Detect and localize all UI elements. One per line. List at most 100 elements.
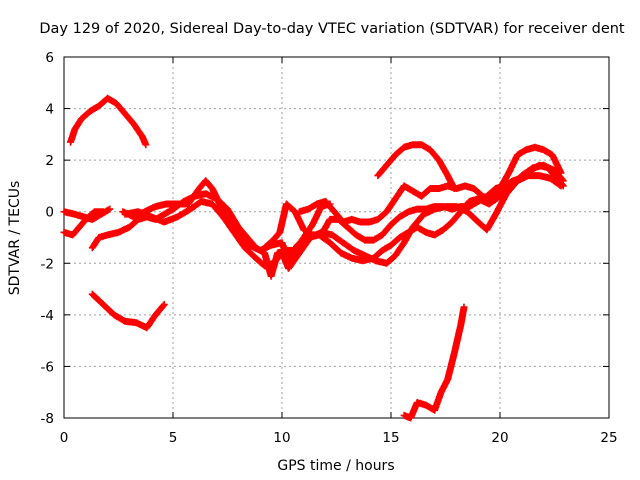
data-point	[481, 195, 484, 198]
data-point	[520, 177, 523, 180]
chart-title: Day 129 of 2020, Sidereal Day-to-day VTE…	[39, 21, 625, 37]
data-point	[145, 326, 148, 329]
data-point	[424, 207, 428, 211]
data-point	[132, 215, 135, 219]
data-point	[407, 210, 410, 213]
data-point	[363, 254, 366, 257]
data-point	[409, 416, 412, 420]
data-point	[219, 205, 223, 208]
data-point	[93, 210, 96, 213]
data-series	[60, 94, 567, 422]
data-point	[424, 231, 428, 234]
data-point	[78, 226, 81, 229]
data-point	[136, 218, 140, 221]
data-point	[466, 210, 469, 213]
data-point	[112, 313, 116, 317]
data-point	[115, 102, 118, 105]
series-arc-11	[400, 303, 468, 422]
data-point	[341, 241, 345, 244]
data-point	[498, 195, 502, 198]
series-arc-10	[374, 141, 458, 192]
data-point	[462, 305, 466, 309]
data-point	[298, 210, 301, 213]
data-point	[439, 391, 443, 394]
data-point	[350, 218, 353, 221]
data-point	[254, 256, 257, 260]
data-point	[221, 215, 225, 219]
series-markers	[60, 205, 114, 223]
data-point	[80, 117, 83, 121]
data-point	[237, 226, 240, 229]
data-point	[324, 200, 327, 203]
data-point	[150, 215, 153, 219]
data-point	[154, 313, 157, 317]
y-axis-label: SDTVAR / TECUs	[7, 181, 23, 296]
data-point	[73, 128, 77, 131]
data-point	[259, 249, 262, 252]
data-point	[269, 275, 273, 278]
data-point	[376, 218, 380, 221]
data-point	[433, 233, 436, 237]
data-point	[263, 246, 266, 249]
data-point	[422, 213, 425, 216]
data-point	[311, 223, 314, 226]
data-point	[468, 205, 471, 208]
data-point	[315, 202, 319, 206]
data-point	[533, 146, 537, 149]
x-tick-label: 15	[382, 430, 399, 446]
data-point	[562, 184, 565, 188]
data-point	[285, 202, 288, 206]
data-point	[82, 215, 85, 219]
data-point	[341, 220, 345, 224]
data-point	[141, 135, 144, 139]
data-point	[398, 215, 401, 219]
data-point	[333, 210, 336, 213]
data-point	[511, 179, 515, 182]
data-point	[548, 177, 552, 180]
data-point	[555, 177, 558, 180]
data-point	[416, 207, 419, 211]
data-point	[97, 104, 101, 108]
data-point	[272, 262, 275, 265]
y-tick-label: 0	[45, 205, 54, 221]
series-arc-4	[60, 205, 114, 223]
data-point	[538, 164, 541, 167]
data-point	[328, 218, 332, 221]
data-point	[411, 189, 414, 193]
data-point	[187, 202, 190, 206]
data-point	[176, 202, 179, 206]
data-point	[97, 236, 101, 239]
data-point	[232, 231, 236, 234]
data-point	[416, 401, 419, 404]
data-point	[302, 228, 305, 231]
series-markers	[67, 94, 150, 149]
data-point	[477, 200, 480, 203]
data-point	[385, 210, 388, 213]
x-tick-labels: 0 5 10 15 20 25	[60, 430, 618, 446]
data-point	[394, 254, 397, 257]
data-point	[108, 207, 112, 211]
series-arc-8	[261, 161, 567, 252]
x-tick-label: 25	[600, 430, 617, 446]
data-point	[307, 207, 310, 211]
data-point	[154, 205, 157, 208]
data-point	[204, 179, 207, 182]
data-point	[263, 251, 266, 255]
data-point	[372, 238, 375, 242]
data-point	[494, 213, 497, 216]
data-point	[144, 143, 147, 146]
data-point	[546, 166, 550, 170]
data-point	[245, 236, 249, 239]
data-point	[385, 164, 388, 167]
data-point	[73, 213, 77, 216]
data-point	[280, 251, 284, 255]
y-tick-label: -4	[41, 308, 54, 324]
data-point	[296, 244, 299, 247]
data-point	[529, 169, 532, 172]
data-point	[106, 97, 109, 100]
data-point	[102, 303, 105, 306]
y-tick-label: 6	[45, 50, 54, 66]
data-point	[459, 324, 462, 327]
data-point	[498, 187, 502, 190]
